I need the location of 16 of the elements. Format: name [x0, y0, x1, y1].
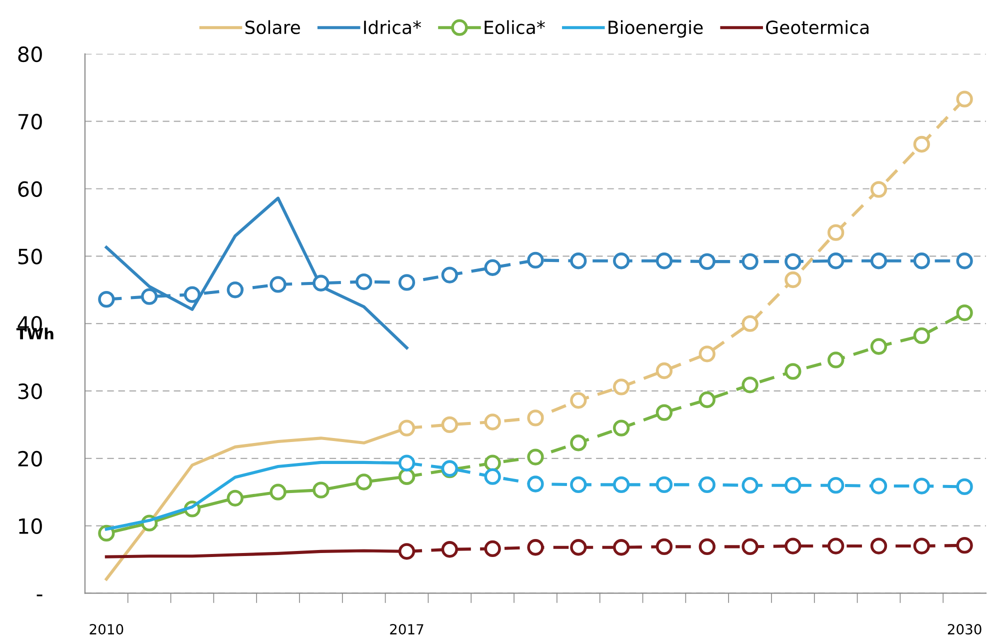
y-tick-label: 80	[18, 46, 42, 62]
y-tick-label: 70	[18, 114, 42, 130]
x-tick-label: 2010	[90, 624, 124, 635]
x-tick-label: 2017	[390, 624, 424, 635]
legend-label: Geotermica	[766, 20, 868, 34]
x-tick-label: 2030	[948, 624, 982, 635]
y-tick-label: 50	[18, 248, 42, 264]
legend-label: Idrica*	[364, 20, 422, 34]
y-tick-label: 60	[18, 181, 42, 197]
legend-label: Solare	[245, 20, 300, 34]
y-tick-label: 30	[18, 383, 42, 400]
y-tick-label: 10	[19, 518, 42, 534]
y-tick-label: 20	[18, 450, 42, 467]
legend-label: Eolica*	[484, 20, 545, 34]
legend-label: Bioenergie	[608, 20, 703, 38]
y-tick-label: -	[36, 594, 42, 596]
